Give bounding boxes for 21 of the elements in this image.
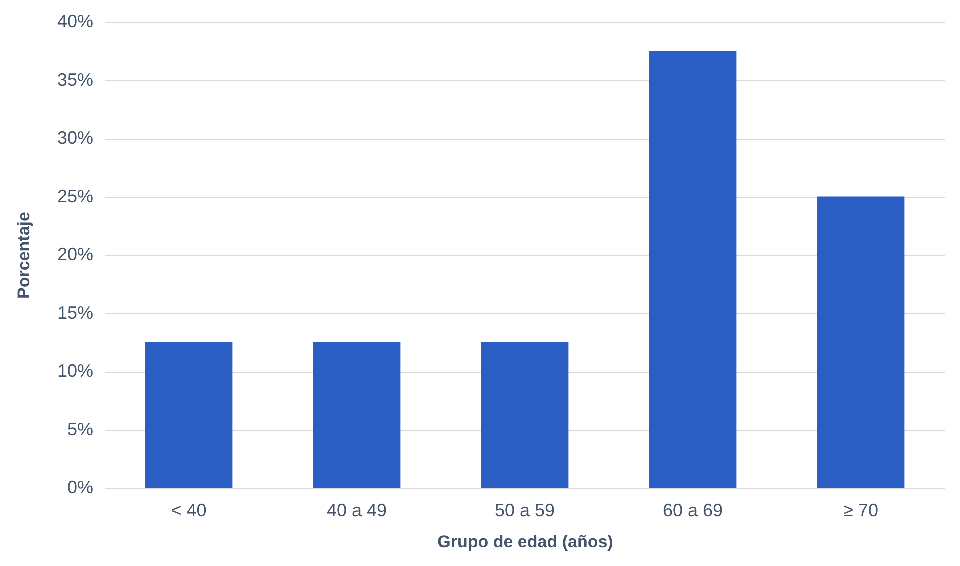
y-tick-label: 20% — [57, 244, 94, 264]
x-axis-title: Grupo de edad (años) — [438, 532, 614, 552]
bar — [817, 196, 905, 488]
bar — [145, 342, 233, 488]
y-tick-label: 15% — [57, 302, 94, 323]
y-tick-label: 40% — [57, 12, 94, 32]
x-tick-label: < 40 — [171, 500, 207, 520]
y-tick-label: 30% — [57, 128, 94, 148]
x-tick-label: 50 a 59 — [494, 500, 556, 520]
y-tick-label: 5% — [67, 419, 94, 440]
y-tick-label: 0% — [67, 478, 94, 498]
y-axis-title: Porcentaje — [14, 212, 34, 299]
y-tick-label: 10% — [57, 361, 94, 381]
x-tick-label: ≥ 70 — [844, 500, 878, 520]
y-tick-label: 25% — [57, 186, 94, 206]
bar — [649, 51, 737, 488]
y-tick-label: 35% — [57, 70, 94, 90]
bar — [481, 342, 569, 488]
bar — [313, 342, 401, 488]
x-tick-label: 60 a 69 — [662, 500, 724, 520]
x-tick-label: 40 a 49 — [326, 500, 388, 520]
